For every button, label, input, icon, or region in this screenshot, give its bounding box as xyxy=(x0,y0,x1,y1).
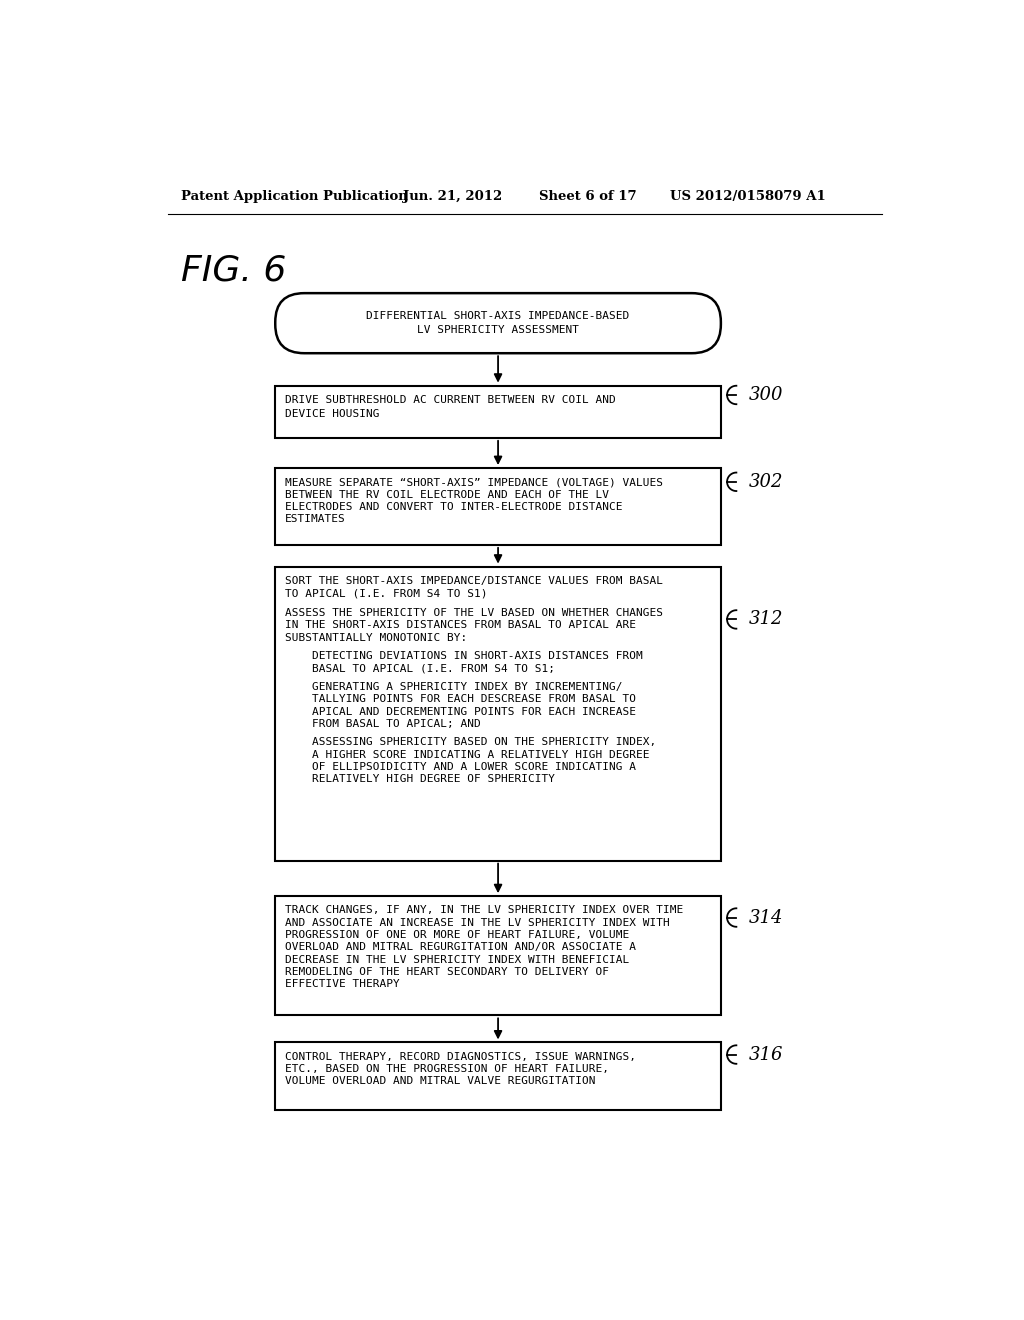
Text: EFFECTIVE THERAPY: EFFECTIVE THERAPY xyxy=(285,979,399,989)
Text: REMODELING OF THE HEART SECONDARY TO DELIVERY OF: REMODELING OF THE HEART SECONDARY TO DEL… xyxy=(285,966,608,977)
Bar xyxy=(275,385,721,438)
Text: ELECTRODES AND CONVERT TO INTER-ELECTRODE DISTANCE: ELECTRODES AND CONVERT TO INTER-ELECTROD… xyxy=(285,502,622,512)
Text: TRACK CHANGES, IF ANY, IN THE LV SPHERICITY INDEX OVER TIME: TRACK CHANGES, IF ANY, IN THE LV SPHERIC… xyxy=(285,906,683,915)
Text: ASSESSING SPHERICITY BASED ON THE SPHERICITY INDEX,: ASSESSING SPHERICITY BASED ON THE SPHERI… xyxy=(285,738,655,747)
Text: AND ASSOCIATE AN INCREASE IN THE LV SPHERICITY INDEX WITH: AND ASSOCIATE AN INCREASE IN THE LV SPHE… xyxy=(285,917,670,928)
Text: ASSESS THE SPHERICITY OF THE LV BASED ON WHETHER CHANGES: ASSESS THE SPHERICITY OF THE LV BASED ON… xyxy=(285,609,663,618)
Text: Sheet 6 of 17: Sheet 6 of 17 xyxy=(539,190,636,203)
Bar xyxy=(275,896,721,1015)
Text: PROGRESSION OF ONE OR MORE OF HEART FAILURE, VOLUME: PROGRESSION OF ONE OR MORE OF HEART FAIL… xyxy=(285,929,629,940)
Bar xyxy=(275,469,721,545)
Text: MEASURE SEPARATE “SHORT-AXIS” IMPEDANCE (VOLTAGE) VALUES: MEASURE SEPARATE “SHORT-AXIS” IMPEDANCE … xyxy=(285,478,663,487)
Text: OVERLOAD AND MITRAL REGURGITATION AND/OR ASSOCIATE A: OVERLOAD AND MITRAL REGURGITATION AND/OR… xyxy=(285,942,636,952)
Text: 302: 302 xyxy=(749,473,783,491)
Text: DRIVE SUBTHRESHOLD AC CURRENT BETWEEN RV COIL AND: DRIVE SUBTHRESHOLD AC CURRENT BETWEEN RV… xyxy=(285,395,615,405)
Text: ETC., BASED ON THE PROGRESSION OF HEART FAILURE,: ETC., BASED ON THE PROGRESSION OF HEART … xyxy=(285,1064,608,1074)
Text: 300: 300 xyxy=(749,385,783,404)
Bar xyxy=(275,1043,721,1110)
Text: BETWEEN THE RV COIL ELECTRODE AND EACH OF THE LV: BETWEEN THE RV COIL ELECTRODE AND EACH O… xyxy=(285,490,608,499)
Text: IN THE SHORT-AXIS DISTANCES FROM BASAL TO APICAL ARE: IN THE SHORT-AXIS DISTANCES FROM BASAL T… xyxy=(285,620,636,631)
FancyBboxPatch shape xyxy=(275,293,721,354)
Text: SUBSTANTIALLY MONOTONIC BY:: SUBSTANTIALLY MONOTONIC BY: xyxy=(285,632,467,643)
Text: FIG. 6: FIG. 6 xyxy=(180,253,286,286)
Text: TALLYING POINTS FOR EACH DESCREASE FROM BASAL TO: TALLYING POINTS FOR EACH DESCREASE FROM … xyxy=(285,694,636,705)
Text: DETECTING DEVIATIONS IN SHORT-AXIS DISTANCES FROM: DETECTING DEVIATIONS IN SHORT-AXIS DISTA… xyxy=(285,651,642,661)
Text: DECREASE IN THE LV SPHERICITY INDEX WITH BENEFICIAL: DECREASE IN THE LV SPHERICITY INDEX WITH… xyxy=(285,954,629,965)
Text: Patent Application Publication: Patent Application Publication xyxy=(180,190,408,203)
Text: OF ELLIPSOIDICITY AND A LOWER SCORE INDICATING A: OF ELLIPSOIDICITY AND A LOWER SCORE INDI… xyxy=(285,762,636,772)
Text: A HIGHER SCORE INDICATING A RELATIVELY HIGH DEGREE: A HIGHER SCORE INDICATING A RELATIVELY H… xyxy=(285,750,649,760)
Text: 314: 314 xyxy=(749,908,783,927)
Text: US 2012/0158079 A1: US 2012/0158079 A1 xyxy=(671,190,826,203)
Text: DEVICE HOUSING: DEVICE HOUSING xyxy=(285,409,379,418)
Text: 312: 312 xyxy=(749,610,783,628)
Text: TO APICAL (I.E. FROM S4 TO S1): TO APICAL (I.E. FROM S4 TO S1) xyxy=(285,589,487,598)
Text: DIFFERENTIAL SHORT-AXIS IMPEDANCE-BASED: DIFFERENTIAL SHORT-AXIS IMPEDANCE-BASED xyxy=(367,312,630,321)
Text: VOLUME OVERLOAD AND MITRAL VALVE REGURGITATION: VOLUME OVERLOAD AND MITRAL VALVE REGURGI… xyxy=(285,1076,595,1086)
Bar xyxy=(275,566,721,861)
Text: FROM BASAL TO APICAL; AND: FROM BASAL TO APICAL; AND xyxy=(285,719,480,729)
Text: SORT THE SHORT-AXIS IMPEDANCE/DISTANCE VALUES FROM BASAL: SORT THE SHORT-AXIS IMPEDANCE/DISTANCE V… xyxy=(285,576,663,586)
Text: ESTIMATES: ESTIMATES xyxy=(285,515,345,524)
Text: LV SPHERICITY ASSESSMENT: LV SPHERICITY ASSESSMENT xyxy=(417,325,579,335)
Text: GENERATING A SPHERICITY INDEX BY INCREMENTING/: GENERATING A SPHERICITY INDEX BY INCREME… xyxy=(285,682,622,692)
Text: CONTROL THERAPY, RECORD DIAGNOSTICS, ISSUE WARNINGS,: CONTROL THERAPY, RECORD DIAGNOSTICS, ISS… xyxy=(285,1052,636,1061)
Text: 316: 316 xyxy=(749,1045,783,1064)
Text: APICAL AND DECREMENTING POINTS FOR EACH INCREASE: APICAL AND DECREMENTING POINTS FOR EACH … xyxy=(285,706,636,717)
Text: BASAL TO APICAL (I.E. FROM S4 TO S1;: BASAL TO APICAL (I.E. FROM S4 TO S1; xyxy=(285,664,555,673)
Text: Jun. 21, 2012: Jun. 21, 2012 xyxy=(403,190,503,203)
Text: RELATIVELY HIGH DEGREE OF SPHERICITY: RELATIVELY HIGH DEGREE OF SPHERICITY xyxy=(285,775,555,784)
